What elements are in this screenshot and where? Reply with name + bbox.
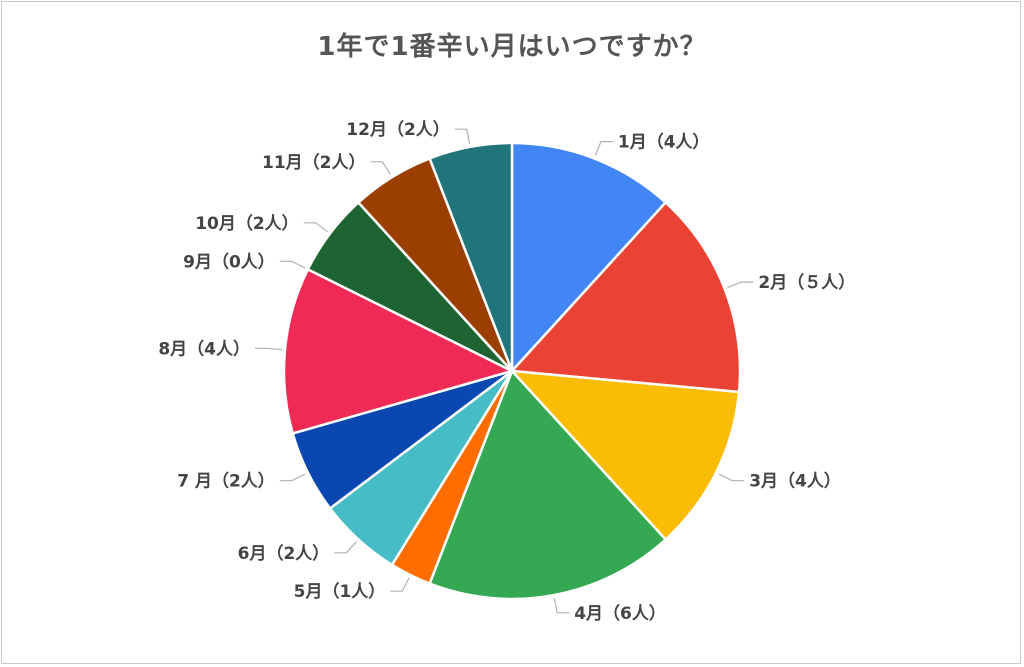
label-slice-10: 10月（2人） (195, 213, 299, 234)
leader-slice-9 (279, 260, 306, 269)
label-slice-7: 7 月（2人） (177, 471, 275, 492)
pie-slices (282, 141, 742, 601)
pie-slice-1 (510, 141, 667, 373)
pie-slice-8 (282, 268, 514, 435)
leader-slice-2 (727, 281, 754, 289)
leader-lines (255, 128, 754, 614)
label-slice-9: 9月（0人） (183, 251, 275, 272)
chart-title: 1年で1番辛い月はいつですか？ (317, 32, 707, 62)
leader-slice-10 (303, 222, 329, 233)
label-slice-3: 3月（4人） (749, 471, 841, 492)
label-slice-8: 8月（4人） (158, 338, 250, 359)
leader-slice-7 (279, 473, 306, 482)
leader-slice-11 (370, 161, 391, 175)
pie-slice-2 (510, 201, 742, 394)
pie-slice-12 (428, 141, 514, 373)
label-slice-1: 1月（4人） (618, 132, 710, 153)
label-slice-11: 11月（2人） (262, 152, 366, 173)
pie-slice-3 (510, 369, 741, 541)
label-slice-12: 12月（2人） (346, 119, 450, 140)
leader-slice-1 (594, 141, 613, 156)
leader-slice-12 (454, 128, 471, 145)
pie-slice-4 (428, 369, 667, 601)
leader-slice-3 (718, 473, 745, 482)
leader-slice-8 (255, 347, 283, 351)
leader-slice-5 (390, 577, 410, 592)
label-slice-6: 6月（2人） (238, 543, 330, 564)
label-slice-4: 4月（6人） (574, 603, 666, 624)
leader-slice-6 (334, 541, 357, 554)
leader-slice-4 (553, 597, 570, 614)
label-slice-5: 5月（1人） (294, 581, 386, 602)
label-slice-2: 2月（５人） (758, 272, 855, 293)
slice-labels: 1月（4人） 2月（５人） 3月（4人） 4月（6人） 5月（1人） 6月（2人） 7 月（… (158, 119, 855, 624)
